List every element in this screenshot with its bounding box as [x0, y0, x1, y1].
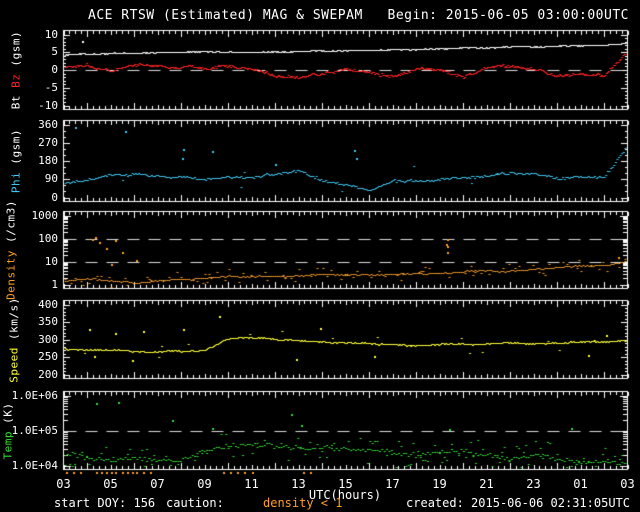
- y-axis-title-part: Temp: [1, 423, 15, 460]
- x-tick-label: 05: [103, 477, 118, 491]
- y-axis-title-part: (gsm): [9, 128, 23, 165]
- y-axis-title: Density (/cm3): [5, 200, 18, 300]
- y-tick-label: 1.0E+05: [11, 423, 58, 437]
- x-tick-label: 07: [150, 477, 165, 491]
- y-tick-label: 10: [44, 27, 58, 41]
- caution-label: caution:: [166, 496, 224, 510]
- x-tick-label: 03: [56, 477, 71, 491]
- y-tick-label: 90: [44, 172, 58, 186]
- y-tick-label: 1.0E+06: [11, 388, 58, 402]
- y-axis-title: Temp (K): [2, 402, 15, 459]
- x-tick-label: 23: [526, 477, 541, 491]
- y-axis-title-part: (km/s): [7, 296, 21, 340]
- y-axis-title-part: (gsm): [9, 30, 23, 67]
- y-tick-label: 1: [51, 277, 58, 291]
- y-tick-label: 10: [44, 254, 58, 268]
- x-tick-label: 11: [244, 477, 259, 491]
- x-tick-label: 21: [479, 477, 494, 491]
- y-tick-label: 180: [38, 154, 58, 167]
- y-tick-label: 5: [51, 45, 58, 59]
- x-axis-label: UTC(hours): [308, 488, 382, 502]
- y-axis-title-part: Bt: [9, 87, 23, 110]
- y-axis-title-part: Phi: [9, 164, 23, 194]
- y-tick-label: 0: [51, 63, 58, 76]
- start-doy-label: start DOY: 156: [54, 496, 156, 510]
- y-tick-label: 270: [38, 135, 58, 149]
- y-tick-label: 100: [38, 231, 58, 245]
- y-tick-label: 200: [38, 367, 58, 381]
- y-axis-title-part: Bz: [9, 66, 23, 88]
- y-axis-title-part: (K): [1, 402, 15, 424]
- y-tick-label: 350: [38, 315, 58, 328]
- y-tick-label: -10: [38, 98, 58, 112]
- caution-value: density < 1: [263, 496, 343, 510]
- y-tick-label: -5: [44, 80, 58, 94]
- x-tick-label: 19: [432, 477, 447, 491]
- y-axis-title: Bt Bz (gsm): [10, 31, 23, 109]
- y-axis-title-part: Speed: [7, 339, 21, 383]
- created-timestamp: created: 2015-06-06 02:31:05UTC: [406, 496, 630, 510]
- y-tick-label: 300: [38, 332, 58, 346]
- x-tick-label: 09: [197, 477, 212, 491]
- y-axis-title-part: (/cm3): [4, 200, 18, 243]
- y-tick-label: 0: [51, 190, 58, 204]
- y-tick-label: 1000: [31, 208, 59, 222]
- y-axis-title: Phi (gsm): [10, 129, 23, 193]
- x-tick-label: 03: [620, 477, 635, 491]
- y-axis-title: Speed (km/s): [8, 297, 21, 383]
- x-tick-label: 17: [385, 477, 400, 491]
- x-tick-label: 15: [338, 477, 353, 491]
- begin-timestamp: Begin: 2015-06-05 03:00:00UTC: [387, 8, 629, 23]
- y-axis-title-part: Density: [4, 242, 18, 300]
- y-tick-label: 400: [38, 297, 58, 311]
- page-title: ACE RTSW (Estimated) MAG & SWEPAM: [88, 8, 363, 23]
- y-tick-label: 1.0E+04: [11, 458, 58, 472]
- y-tick-label: 360: [38, 117, 58, 131]
- x-tick-label: 13: [291, 477, 306, 491]
- y-tick-label: 250: [38, 350, 58, 363]
- x-tick-label: 01: [573, 477, 588, 491]
